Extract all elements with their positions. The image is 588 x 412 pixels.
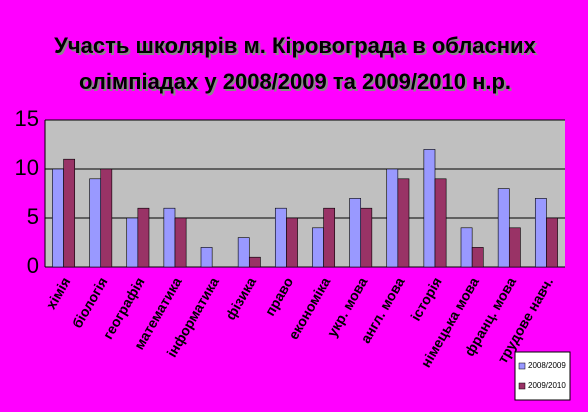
y-tick-label: 0 — [27, 253, 39, 278]
bar — [360, 207, 373, 268]
legend-label: 2009/2010 — [528, 381, 566, 390]
bar — [286, 217, 298, 268]
legend-label: 2008/2009 — [528, 361, 566, 370]
bar — [349, 198, 362, 268]
y-tick-label: 15 — [15, 106, 39, 131]
y-tick-label: 10 — [15, 155, 39, 180]
legend-swatch — [518, 382, 526, 390]
bar — [546, 217, 558, 268]
bar — [434, 178, 447, 268]
bar — [386, 168, 399, 268]
bar — [237, 237, 250, 268]
bar — [89, 178, 102, 268]
bar — [137, 207, 150, 268]
bar — [126, 217, 139, 268]
bar — [471, 247, 484, 268]
bar — [200, 247, 213, 268]
bar — [274, 207, 287, 268]
chart-title: Участь школярів м. Кіровограда в обласни… — [54, 33, 536, 58]
legend-swatch — [518, 362, 526, 370]
bar — [397, 178, 410, 268]
bar — [248, 256, 261, 268]
bar — [423, 149, 436, 268]
plot-area — [45, 120, 565, 267]
bar — [508, 227, 521, 268]
bar — [312, 227, 324, 268]
bar — [323, 207, 336, 268]
chart-title: олімпіадах у 2008/2009 та 2009/2010 н.р. — [79, 69, 511, 94]
bar — [174, 217, 187, 268]
bar — [163, 207, 176, 268]
y-tick-label: 5 — [27, 204, 39, 229]
bar — [460, 227, 473, 268]
bar — [63, 158, 76, 268]
bar — [100, 168, 113, 268]
bar — [52, 168, 64, 268]
legend-box — [514, 351, 571, 401]
bar — [497, 188, 510, 268]
bar — [534, 198, 547, 268]
